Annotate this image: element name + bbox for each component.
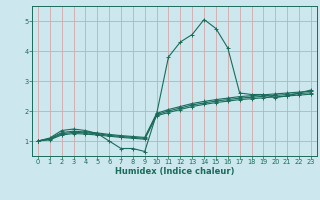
X-axis label: Humidex (Indice chaleur): Humidex (Indice chaleur) xyxy=(115,167,234,176)
